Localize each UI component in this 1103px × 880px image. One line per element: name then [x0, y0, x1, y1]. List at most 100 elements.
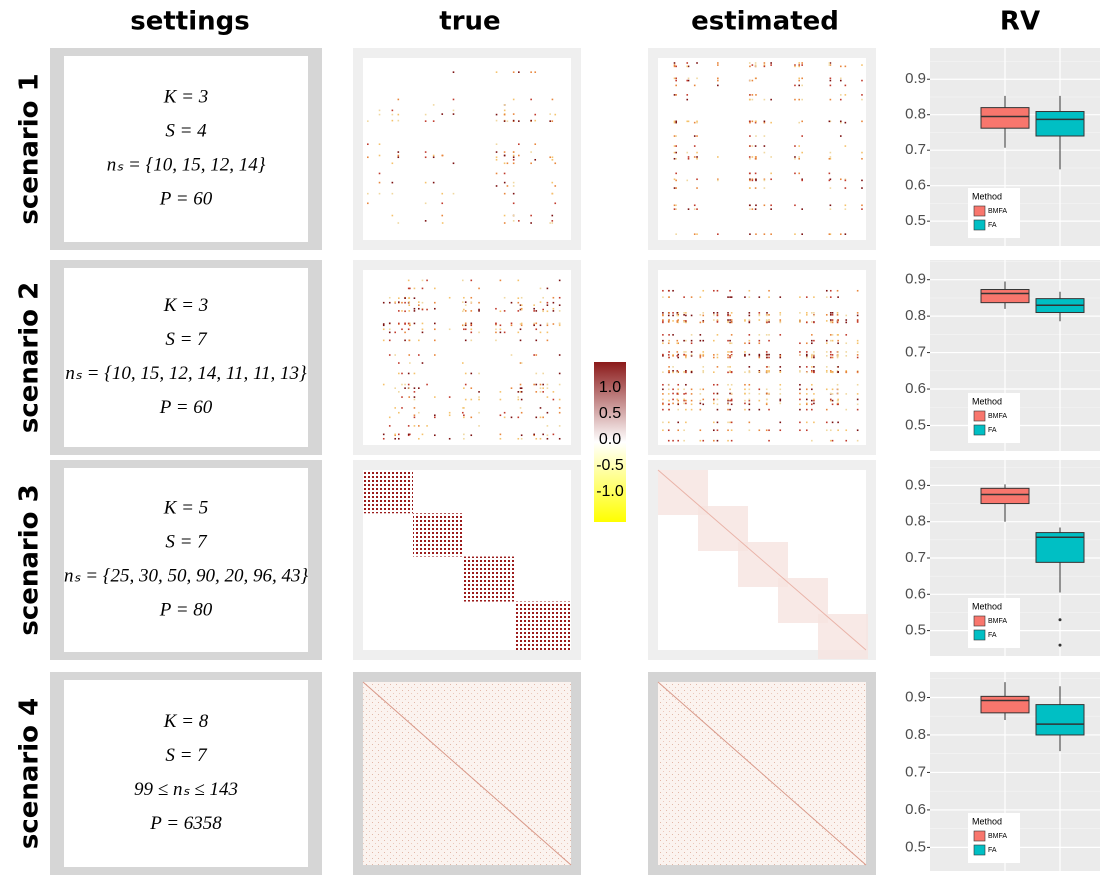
cell [748, 366, 751, 368]
cell [748, 403, 751, 406]
cell [677, 392, 680, 395]
cell [799, 398, 801, 401]
cell [685, 392, 687, 395]
cell [744, 383, 746, 386]
cell [520, 322, 523, 325]
cell [729, 356, 731, 359]
cell [798, 65, 801, 68]
cell [749, 135, 751, 137]
cell [729, 355, 731, 357]
cell [856, 356, 859, 359]
cell [748, 421, 751, 424]
cell [690, 353, 693, 356]
cell [727, 321, 729, 323]
cell [811, 370, 813, 372]
cell [717, 77, 719, 80]
cell [805, 296, 808, 298]
cell [845, 370, 848, 372]
cell [478, 287, 480, 290]
cell [829, 151, 832, 154]
true-matrix [363, 270, 571, 445]
cell [520, 387, 523, 389]
cell [861, 187, 863, 189]
cell [829, 314, 832, 316]
cell [673, 120, 676, 123]
cell [799, 403, 801, 406]
cell [552, 301, 555, 304]
cell [382, 328, 385, 331]
cell [517, 310, 520, 312]
row-label: scenario 3 [15, 484, 45, 635]
cell [533, 383, 535, 386]
cell [558, 279, 561, 282]
outlier [1058, 618, 1062, 622]
cell [667, 429, 670, 432]
cell [828, 157, 831, 160]
cell [798, 157, 801, 160]
cell [779, 354, 782, 356]
cell [398, 362, 400, 364]
cell [837, 342, 839, 345]
cell [676, 351, 679, 353]
cell [512, 154, 515, 157]
cell [418, 425, 420, 427]
cell [844, 178, 847, 181]
cell [510, 324, 513, 327]
cell [836, 312, 839, 314]
cell [512, 98, 515, 101]
cell [495, 172, 498, 175]
cell [518, 120, 520, 122]
cell [418, 437, 420, 440]
cell [685, 356, 687, 359]
cell [727, 421, 729, 424]
cell [799, 351, 801, 353]
cell [845, 393, 848, 395]
cell [712, 421, 715, 424]
cell [825, 289, 828, 292]
cell [839, 79, 842, 82]
cell [686, 94, 689, 96]
cell [690, 371, 693, 374]
diagonal [657, 469, 867, 651]
cell [748, 398, 751, 401]
cell [829, 351, 832, 353]
legend-key [973, 410, 986, 422]
cell [831, 393, 834, 395]
cell [677, 342, 680, 345]
cell [533, 433, 535, 436]
cell [408, 297, 411, 299]
cell [811, 371, 813, 373]
cell [394, 434, 396, 437]
cell [748, 383, 751, 386]
cell [512, 220, 515, 222]
cell [672, 320, 674, 322]
y-tick-label: 0.8 [905, 513, 926, 530]
cell [539, 383, 542, 386]
cell [539, 301, 542, 303]
y-tick-label: 0.5 [905, 622, 926, 639]
cell [763, 178, 766, 181]
cell [546, 304, 549, 306]
cell [749, 204, 751, 207]
cell [748, 289, 751, 292]
cell [811, 321, 813, 323]
cell [755, 120, 757, 123]
cell [730, 429, 733, 432]
cell [673, 157, 676, 160]
cell [378, 113, 381, 116]
cell [712, 402, 715, 405]
cell [829, 321, 832, 324]
cell [749, 178, 751, 181]
cell [729, 314, 731, 317]
cell [470, 301, 473, 303]
cell [770, 233, 772, 235]
cell [856, 383, 859, 386]
cell [512, 158, 515, 161]
cell [668, 289, 670, 292]
legend-key [973, 205, 986, 217]
cell [770, 172, 772, 175]
cell [549, 113, 551, 115]
cell [391, 214, 394, 217]
cell [677, 371, 680, 373]
true-matrix [363, 58, 571, 240]
